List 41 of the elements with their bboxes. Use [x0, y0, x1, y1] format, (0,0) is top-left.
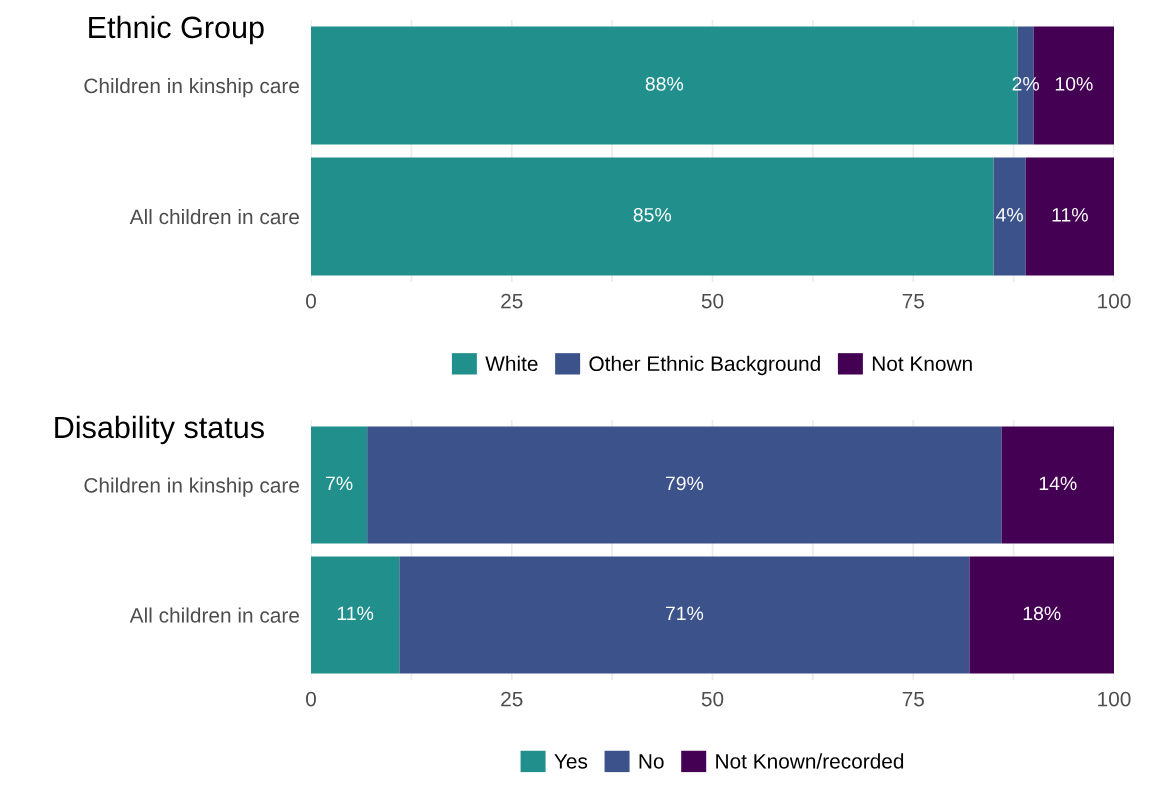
data-label: 11%: [1052, 208, 1088, 222]
legend-label: Not Known/recorded: [716, 753, 904, 769]
bar: [1001, 426, 1114, 544]
x-tick-label: 75: [902, 691, 924, 707]
data-label: 18%: [1023, 606, 1061, 621]
x-tick-label: 0: [306, 293, 316, 309]
x-tick-label: 50: [701, 691, 724, 707]
y-tick-label: All children in care: [129, 208, 299, 225]
legend-label: Other Ethnic Background: [589, 355, 820, 376]
x-tick-label: 50: [701, 293, 724, 309]
x-tick-label: 75: [902, 293, 924, 309]
legend-label: Not Known: [872, 356, 972, 372]
bar: [311, 426, 368, 544]
x-tick-label: 0: [306, 691, 316, 707]
bar: [993, 157, 1026, 276]
bar: [399, 556, 970, 674]
data-label: 88%: [645, 76, 684, 91]
y-tick-label: All children in care: [129, 607, 299, 623]
data-label: 11%: [337, 606, 374, 621]
x-tick-label: 25: [501, 691, 523, 707]
chart-title: Disability status: [55, 415, 264, 445]
data-label: 10%: [1055, 76, 1093, 91]
x-tick-label: 100: [1098, 293, 1131, 309]
data-label: 14%: [1039, 476, 1077, 491]
data-label: 7%: [326, 476, 353, 491]
chart-title: Ethnic Group: [89, 15, 264, 45]
bar: [969, 556, 1114, 674]
data-label: 85%: [633, 207, 672, 222]
bar: [1025, 157, 1114, 276]
x-tick-label: 25: [501, 293, 523, 309]
y-tick-label: Children in kinship care: [84, 477, 299, 497]
legend-label: No: [639, 754, 664, 769]
bar: [311, 556, 400, 674]
y-tick-label: Children in kinship care: [84, 77, 299, 98]
data-label: 4%: [996, 208, 1023, 222]
data-label: 79%: [665, 476, 704, 491]
x-tick-label: 100: [1098, 691, 1131, 707]
data-label: 71%: [665, 606, 704, 621]
legend-label: White: [485, 355, 538, 372]
data-label: 2%: [1012, 76, 1040, 91]
legend-label: Yes: [554, 754, 588, 769]
